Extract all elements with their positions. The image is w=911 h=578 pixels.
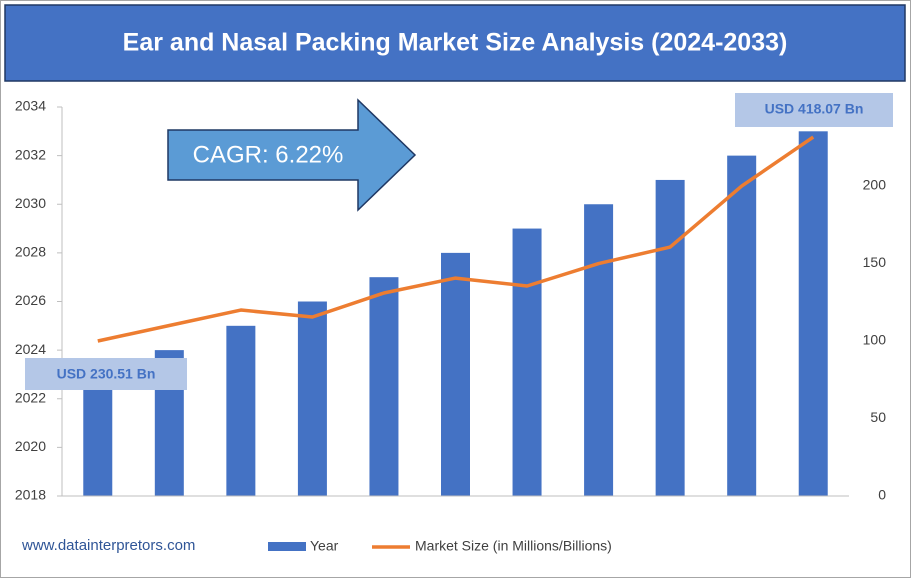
bar	[584, 204, 614, 496]
y2-tick-label: 200	[863, 177, 887, 193]
y-tick-label: 2030	[15, 195, 46, 211]
y-tick-label: 2034	[15, 98, 46, 114]
title-bar	[4, 4, 906, 82]
y-tick-label: 2032	[15, 146, 46, 162]
cagr-arrow	[167, 98, 417, 212]
source: www.datainterpretors.com	[21, 537, 195, 554]
legend-swatch	[268, 542, 306, 551]
cagr-label: CAGR: 6.22%	[193, 141, 344, 168]
legend-label: Market Size (in Millions/Billions)	[415, 538, 612, 554]
bar	[369, 277, 399, 496]
annotation: USD 418.07 Bn	[765, 101, 864, 117]
y2-tick-label: 0	[878, 487, 886, 503]
annotation-box	[25, 358, 187, 390]
y2-tick-label: 150	[863, 254, 887, 270]
annotation: USD 230.51 Bn	[57, 366, 156, 382]
bar	[798, 131, 828, 496]
y-tick-label: 2020	[15, 438, 46, 454]
y-tick-label: 2018	[15, 487, 46, 503]
bar	[441, 252, 470, 496]
annotation-box	[735, 93, 893, 127]
bar	[512, 228, 542, 496]
legend-label: Year	[310, 538, 339, 554]
bar	[226, 325, 256, 496]
y-tick-label: 2024	[15, 341, 46, 357]
y2-tick-label: 50	[870, 409, 886, 425]
bar	[655, 179, 685, 496]
bar	[727, 155, 757, 496]
bar	[83, 374, 113, 496]
y2-tick-label: 100	[863, 332, 887, 348]
line	[97, 135, 815, 343]
y-tick-label: 2026	[15, 292, 46, 308]
bar	[297, 301, 327, 496]
y-tick-label: 2022	[15, 389, 46, 405]
chart-title: Ear and Nasal Packing Market Size Analys…	[123, 29, 788, 57]
y-tick-label: 2028	[15, 244, 46, 260]
